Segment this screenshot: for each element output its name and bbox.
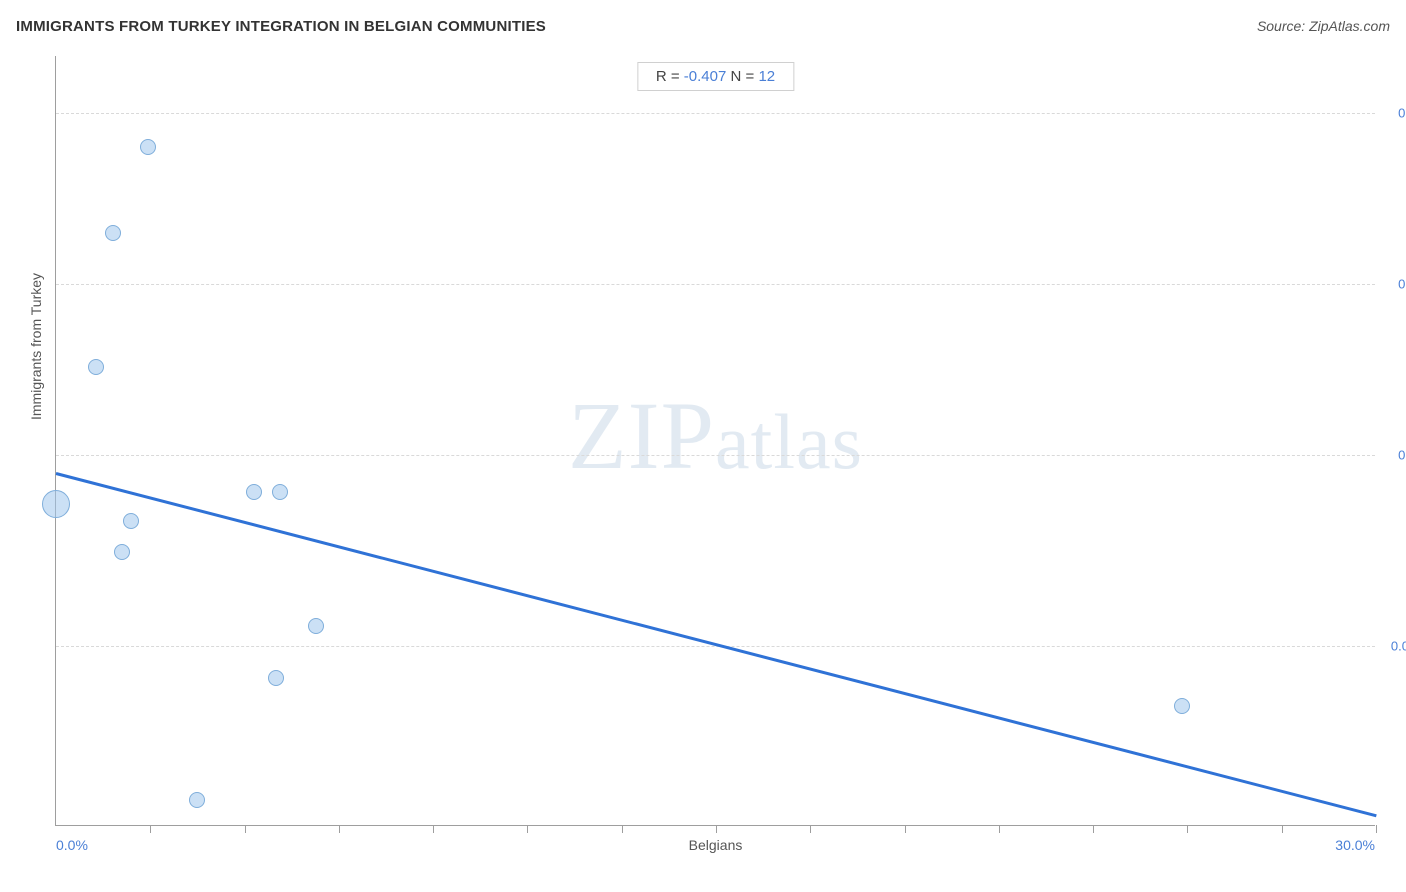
watermark-part2: atlas — [715, 397, 863, 484]
source-name: ZipAtlas.com — [1309, 18, 1390, 34]
data-point — [123, 513, 139, 529]
scatter-chart: R = -0.407 N = 12 ZIPatlas 0.063%0.13%0.… — [55, 56, 1375, 826]
x-tick — [433, 825, 434, 833]
r-label: R = — [656, 68, 684, 85]
data-point — [114, 544, 130, 560]
x-tick — [622, 825, 623, 833]
x-tick — [339, 825, 340, 833]
chart-header: IMMIGRANTS FROM TURKEY INTEGRATION IN BE… — [16, 18, 1390, 35]
watermark-part1: ZIP — [568, 381, 715, 488]
x-tick — [999, 825, 1000, 833]
regression-line — [56, 472, 1377, 817]
gridline — [56, 455, 1375, 456]
n-value: 12 — [758, 68, 775, 85]
data-point — [246, 484, 262, 500]
chart-title: IMMIGRANTS FROM TURKEY INTEGRATION IN BE… — [16, 18, 546, 35]
x-tick — [1187, 825, 1188, 833]
x-tick — [905, 825, 906, 833]
x-axis-label: Belgians — [689, 837, 743, 853]
x-tick — [245, 825, 246, 833]
data-point — [88, 359, 104, 375]
x-tick — [716, 825, 717, 833]
x-tick — [150, 825, 151, 833]
data-point — [308, 618, 324, 634]
gridline — [56, 646, 1375, 647]
y-tick-label: 0.063% — [1385, 639, 1406, 654]
data-point — [268, 670, 284, 686]
x-tick — [1282, 825, 1283, 833]
stats-box: R = -0.407 N = 12 — [637, 62, 794, 91]
y-tick-label: 0.25% — [1385, 106, 1406, 121]
n-label: N = — [726, 68, 758, 85]
x-tick — [810, 825, 811, 833]
x-tick — [1376, 825, 1377, 833]
y-tick-label: 0.13% — [1385, 448, 1406, 463]
data-point — [105, 225, 121, 241]
x-tick — [1093, 825, 1094, 833]
gridline — [56, 284, 1375, 285]
r-value: -0.407 — [684, 68, 727, 85]
gridline — [56, 113, 1375, 114]
data-point — [42, 490, 70, 518]
x-max-label: 30.0% — [1335, 837, 1375, 853]
data-point — [189, 792, 205, 808]
y-axis-label: Immigrants from Turkey — [28, 273, 44, 420]
data-point — [272, 484, 288, 500]
x-min-label: 0.0% — [56, 837, 88, 853]
y-tick-label: 0.19% — [1385, 277, 1406, 292]
source-attribution: Source: ZipAtlas.com — [1257, 18, 1390, 34]
data-point — [1174, 698, 1190, 714]
source-prefix: Source: — [1257, 18, 1309, 34]
data-point — [140, 139, 156, 155]
watermark: ZIPatlas — [568, 379, 863, 490]
x-tick — [527, 825, 528, 833]
